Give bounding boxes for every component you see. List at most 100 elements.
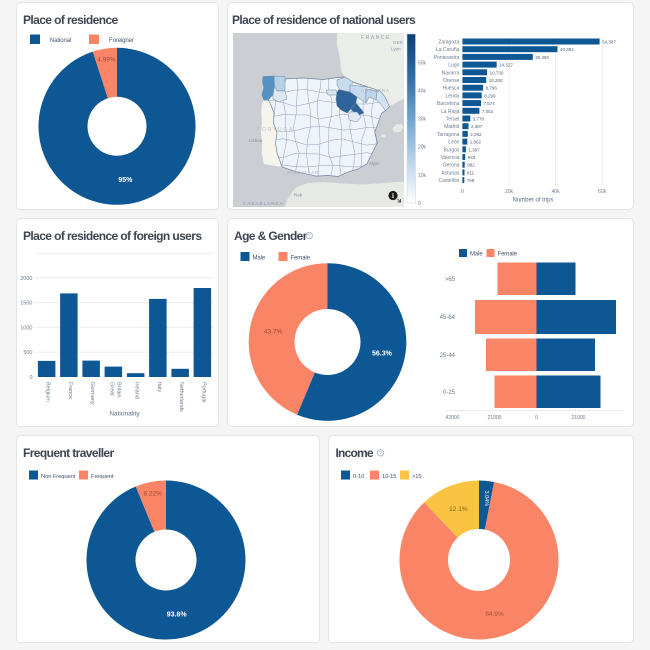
svg-text:2000: 2000 xyxy=(20,276,32,282)
svg-text:20k: 20k xyxy=(505,189,514,195)
svg-text:1,962: 1,962 xyxy=(470,140,482,145)
svg-text:40k: 40k xyxy=(418,89,427,95)
svg-text:60k: 60k xyxy=(598,189,607,195)
svg-text:54,387: 54,387 xyxy=(602,40,616,45)
svg-text:?: ? xyxy=(308,234,311,240)
svg-text:Burgos: Burgos xyxy=(444,147,460,153)
svg-text:Alger: Alger xyxy=(369,161,380,166)
svg-text:Foreigner: Foreigner xyxy=(109,38,134,44)
svg-text:Male: Male xyxy=(470,251,483,257)
svg-text:Asturias: Asturias xyxy=(441,170,460,176)
svg-text:CASABLANCA: CASABLANCA xyxy=(243,201,284,206)
svg-text:10,200: 10,200 xyxy=(489,78,503,83)
svg-text:8,299: 8,299 xyxy=(484,93,496,98)
svg-text:Madrid: Madrid xyxy=(444,124,460,130)
svg-text:Lugo: Lugo xyxy=(448,63,459,69)
svg-text:Netherlands: Netherlands xyxy=(178,382,184,412)
svg-text:14,527: 14,527 xyxy=(499,63,513,68)
svg-text:Britain: Britain xyxy=(115,382,121,398)
svg-text:2,292: 2,292 xyxy=(470,132,482,137)
svg-text:>15: >15 xyxy=(412,474,422,480)
svg-text:0-10: 0-10 xyxy=(353,474,364,480)
svg-text:56.3%: 56.3% xyxy=(372,350,393,357)
svg-text:León: León xyxy=(448,140,459,146)
svg-text:Ireland: Ireland xyxy=(134,382,140,399)
svg-text:Teruel: Teruel xyxy=(446,117,460,123)
svg-text:982: 982 xyxy=(467,163,475,168)
svg-text:Female: Female xyxy=(498,251,518,257)
svg-text:8,796: 8,796 xyxy=(486,86,498,91)
svg-text:6.22%: 6.22% xyxy=(143,490,162,497)
svg-text:1000: 1000 xyxy=(20,325,32,331)
svg-text:Valencia: Valencia xyxy=(441,155,460,161)
svg-text:Navarra: Navarra xyxy=(442,70,460,76)
svg-text:GER: GER xyxy=(393,40,403,45)
svg-text:2,387: 2,387 xyxy=(471,124,483,129)
svg-text:45-64: 45-64 xyxy=(440,315,456,321)
svg-text:7,052: 7,052 xyxy=(482,109,494,114)
svg-text:25-44: 25-44 xyxy=(440,353,456,359)
svg-text:21000: 21000 xyxy=(488,415,502,421)
svg-text:Barcelona: Barcelona xyxy=(437,101,460,107)
svg-text:i: i xyxy=(392,192,394,200)
svg-text:811: 811 xyxy=(467,170,475,175)
svg-text:Huesca: Huesca xyxy=(442,86,459,92)
svg-text:10,730: 10,730 xyxy=(490,70,504,75)
svg-text:La Rioja: La Rioja xyxy=(441,109,460,115)
svg-text:PORTUGA: PORTUGA xyxy=(257,127,294,133)
svg-text:769: 769 xyxy=(467,178,475,183)
svg-text:Orense: Orense xyxy=(443,78,460,84)
svg-text:0: 0 xyxy=(535,415,538,421)
svg-text:30,350: 30,350 xyxy=(535,55,549,60)
svg-text:ANDORRA: ANDORRA xyxy=(361,88,390,93)
svg-text:Number of trips: Number of trips xyxy=(512,198,553,204)
svg-text:Nationality: Nationality xyxy=(109,411,140,418)
svg-text:Male: Male xyxy=(253,255,266,261)
svg-text:4.99%: 4.99% xyxy=(97,57,116,64)
svg-text:0: 0 xyxy=(29,375,32,381)
svg-text:30k: 30k xyxy=(418,117,427,123)
svg-text:Belgium: Belgium xyxy=(45,382,51,402)
svg-text:Female: Female xyxy=(291,255,311,261)
svg-text:1,367: 1,367 xyxy=(468,147,480,152)
svg-text:Non Frequent: Non Frequent xyxy=(41,474,76,480)
svg-text:?: ? xyxy=(379,451,382,457)
svg-text:>65: >65 xyxy=(445,277,456,283)
svg-text:1500: 1500 xyxy=(20,301,32,307)
svg-text:993: 993 xyxy=(468,155,476,160)
svg-text:Tarragona: Tarragona xyxy=(437,132,460,138)
svg-text:FRANCE: FRANCE xyxy=(361,35,391,41)
svg-text:Pontevedra: Pontevedra xyxy=(434,55,460,61)
svg-text:Zaragoza: Zaragoza xyxy=(438,40,459,46)
svg-text:21000: 21000 xyxy=(572,415,586,421)
svg-text:Gerona: Gerona xyxy=(443,163,460,169)
svg-text:0-25: 0-25 xyxy=(443,390,456,396)
svg-text:Germany: Germany xyxy=(89,382,95,405)
svg-text:Great: Great xyxy=(108,382,114,396)
svg-text:Lérida: Lérida xyxy=(445,93,459,99)
svg-text:3.04%: 3.04% xyxy=(483,490,489,506)
svg-text:National: National xyxy=(50,38,71,44)
svg-text:0: 0 xyxy=(461,189,464,195)
svg-text:20k: 20k xyxy=(418,145,427,151)
svg-text:42000: 42000 xyxy=(446,415,460,421)
svg-text:43.7%: 43.7% xyxy=(264,329,283,336)
svg-text:12.1%: 12.1% xyxy=(449,506,468,513)
svg-text:10-15: 10-15 xyxy=(382,474,396,480)
svg-text:500: 500 xyxy=(23,350,32,356)
svg-text:95%: 95% xyxy=(118,177,133,184)
svg-text:Rab: Rab xyxy=(294,193,303,198)
svg-text:Lisboa: Lisboa xyxy=(249,138,263,143)
svg-text:GIBRALTAR: GIBRALTAR xyxy=(287,170,319,175)
svg-text:0: 0 xyxy=(418,201,421,207)
svg-text:84.9%: 84.9% xyxy=(485,611,504,618)
svg-text:Portugal: Portugal xyxy=(200,382,206,403)
svg-text:La Coruña: La Coruña xyxy=(436,47,460,53)
svg-text:Lyon: Lyon xyxy=(391,47,401,52)
svg-text:Castellón: Castellón xyxy=(439,178,460,184)
svg-text:France: France xyxy=(67,382,73,399)
svg-text:10k: 10k xyxy=(418,173,427,179)
svg-text:40k: 40k xyxy=(552,189,561,195)
svg-text:93.8%: 93.8% xyxy=(167,612,188,619)
svg-text:40,394: 40,394 xyxy=(560,47,574,52)
